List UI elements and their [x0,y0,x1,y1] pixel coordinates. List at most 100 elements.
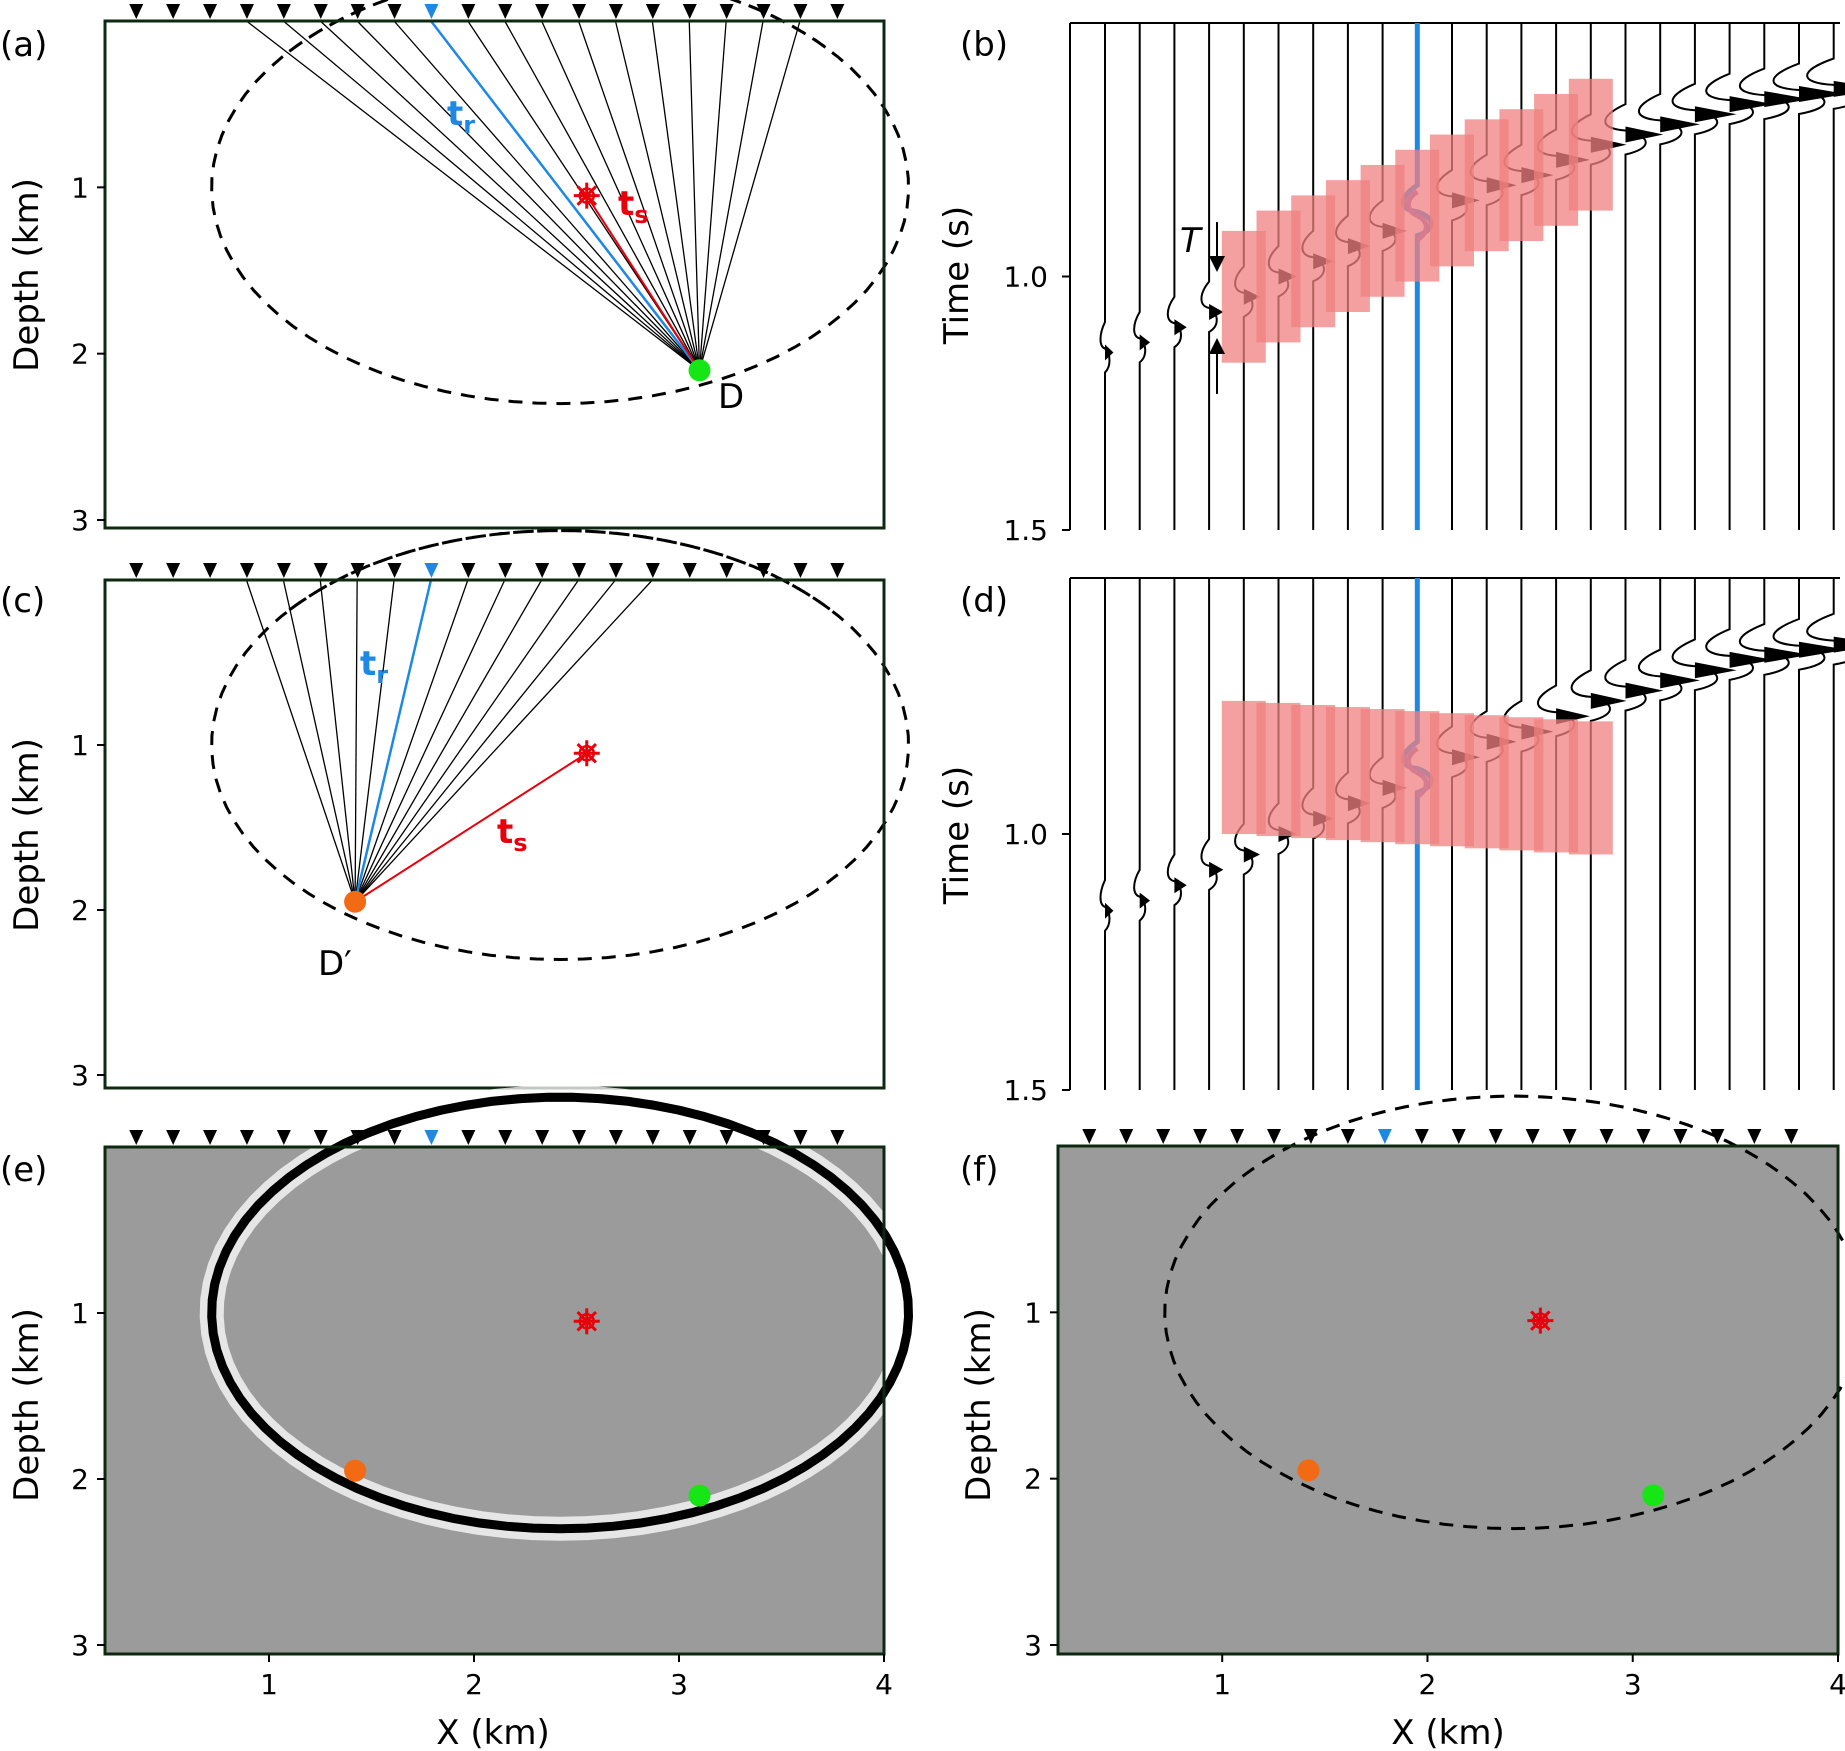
wavelet-peak [1694,662,1737,679]
receiver-triangle-icon [682,1130,697,1145]
panel-b: (b) Time (s) 1.0 1.5 T [937,22,1845,547]
source-star-icon [573,740,600,767]
receiver-triangle-icon [129,563,144,578]
receiver-triangle-icon [1340,1129,1355,1144]
receiver-triangle-icon [498,563,513,578]
receiver-triangle-icon [830,1130,845,1145]
ray-line [319,579,356,902]
receiver-triangle-icon [276,1130,291,1145]
ray-line [354,579,543,903]
xlabel-e: X (km) [436,1713,549,1751]
yticks-d: 1.0 1.5 [1003,818,1070,1107]
seismic-trace [1638,23,1683,530]
receiver-triangle-icon [1599,1129,1614,1144]
receiver-triangle-icon [461,4,476,19]
x-tick-label: 1 [1213,1668,1231,1701]
ray-line [245,579,356,902]
wavelet-peak [1209,861,1224,878]
x-tick-label: 2 [465,1668,483,1701]
panel-c: D′ tr ts (c) Depth (km) 1 2 3 [0,528,911,1092]
point-d-prime-marker [344,890,367,913]
y-tick-label: 3 [71,504,89,537]
receiver-row-e [129,1130,845,1145]
y-tick-label: 1.5 [1003,1074,1048,1107]
seismic-trace [1671,578,1718,1090]
wavelet-peak [1764,91,1810,108]
receiver-triangle-icon [1303,1129,1318,1144]
wavelet-peak [1729,96,1774,113]
receiver-triangle-icon [461,1130,476,1145]
receiver-triangle-icon [1156,1129,1171,1144]
point-d-label: D [718,377,744,417]
receiver-triangle-icon [608,563,623,578]
ray-line [698,20,801,371]
receiver-triangle-icon [1673,1129,1688,1144]
ray-line [282,579,356,902]
ray-line [356,20,700,371]
xticks-e: 1 2 3 4 [260,1654,893,1701]
panel-a: D tr ts (a) Depth (km) 1 2 3 [0,0,911,537]
point-d-prime-marker-e [344,1459,367,1482]
panel-label-b: (b) [960,25,1008,65]
window-arrowhead-bottom [1209,338,1225,354]
receiver-triangle-icon [203,4,218,19]
yticks-a: 1 2 3 [71,171,105,537]
panel-d: (d) Time (s) 1.0 1.5 [937,577,1845,1107]
wavelet-peak [1833,636,1845,653]
seismic-trace [1200,23,1218,530]
wavelet-peak [1660,672,1700,689]
ray-line [319,20,700,371]
wavelet-peak [1660,116,1700,133]
seismic-trace [1436,23,1468,530]
ray-line [354,579,616,903]
star-ring [578,745,595,762]
point-d-prime-label: D′ [318,944,352,984]
receiver-triangle-icon [756,1130,771,1145]
ray-line [354,579,358,902]
receiver-triangle-icon [1414,1129,1429,1144]
wavelet-peak [1799,86,1845,102]
y-tick-label: 2 [1024,1463,1042,1496]
seismic-trace [1133,23,1147,530]
receiver-triangle-icon [645,1130,660,1145]
ylabel-b: Time (s) [937,206,977,345]
receiver-triangle-icon [387,4,402,19]
receiver-triangle-icon [313,4,328,19]
receiver-triangle-icon [1710,1129,1725,1144]
star-ring [578,187,595,204]
receiver-triangle-icon [535,563,550,578]
receiver-triangle-icon [793,1130,808,1145]
receiver-triangle-icon [572,4,587,19]
receiver-triangle-icon [682,563,697,578]
receiver-row-a [129,4,845,19]
receiver-triangle-icon [424,4,439,19]
ylabel-c: Depth (km) [7,738,47,932]
x-tick-label: 3 [1624,1668,1642,1701]
receiver-triangle-icon [830,4,845,19]
xlabel-f: X (km) [1391,1713,1504,1751]
panel-label-c: (c) [0,581,45,621]
seismic-trace [1638,578,1683,1090]
receiver-triangle-icon [350,4,365,19]
yticks-c: 1 2 3 [71,729,105,1092]
traces-b [1099,23,1845,530]
ray-line [698,20,727,371]
receiver-triangle-icon [1562,1129,1577,1144]
seismic-trace [1671,23,1718,530]
ylabel-e: Depth (km) [7,1308,47,1502]
time-window-b [1221,78,1613,363]
wavelet-peak [1729,651,1774,668]
axes-frame-a [103,19,886,530]
receiver-triangle-icon [608,4,623,19]
receiver-ray-a [429,20,701,372]
receiver-triangle-icon [1451,1129,1466,1144]
receiver-triangle-icon [276,4,291,19]
y-tick-label: 1.0 [1003,818,1048,851]
yticks-f: 1 2 3 [1024,1296,1058,1662]
seismic-trace [1099,578,1111,1090]
wavelet-peak [1833,80,1845,97]
x-tick-label: 4 [1829,1668,1845,1701]
receiver-triangle-icon [239,563,254,578]
x-tick-label: 1 [260,1668,278,1701]
